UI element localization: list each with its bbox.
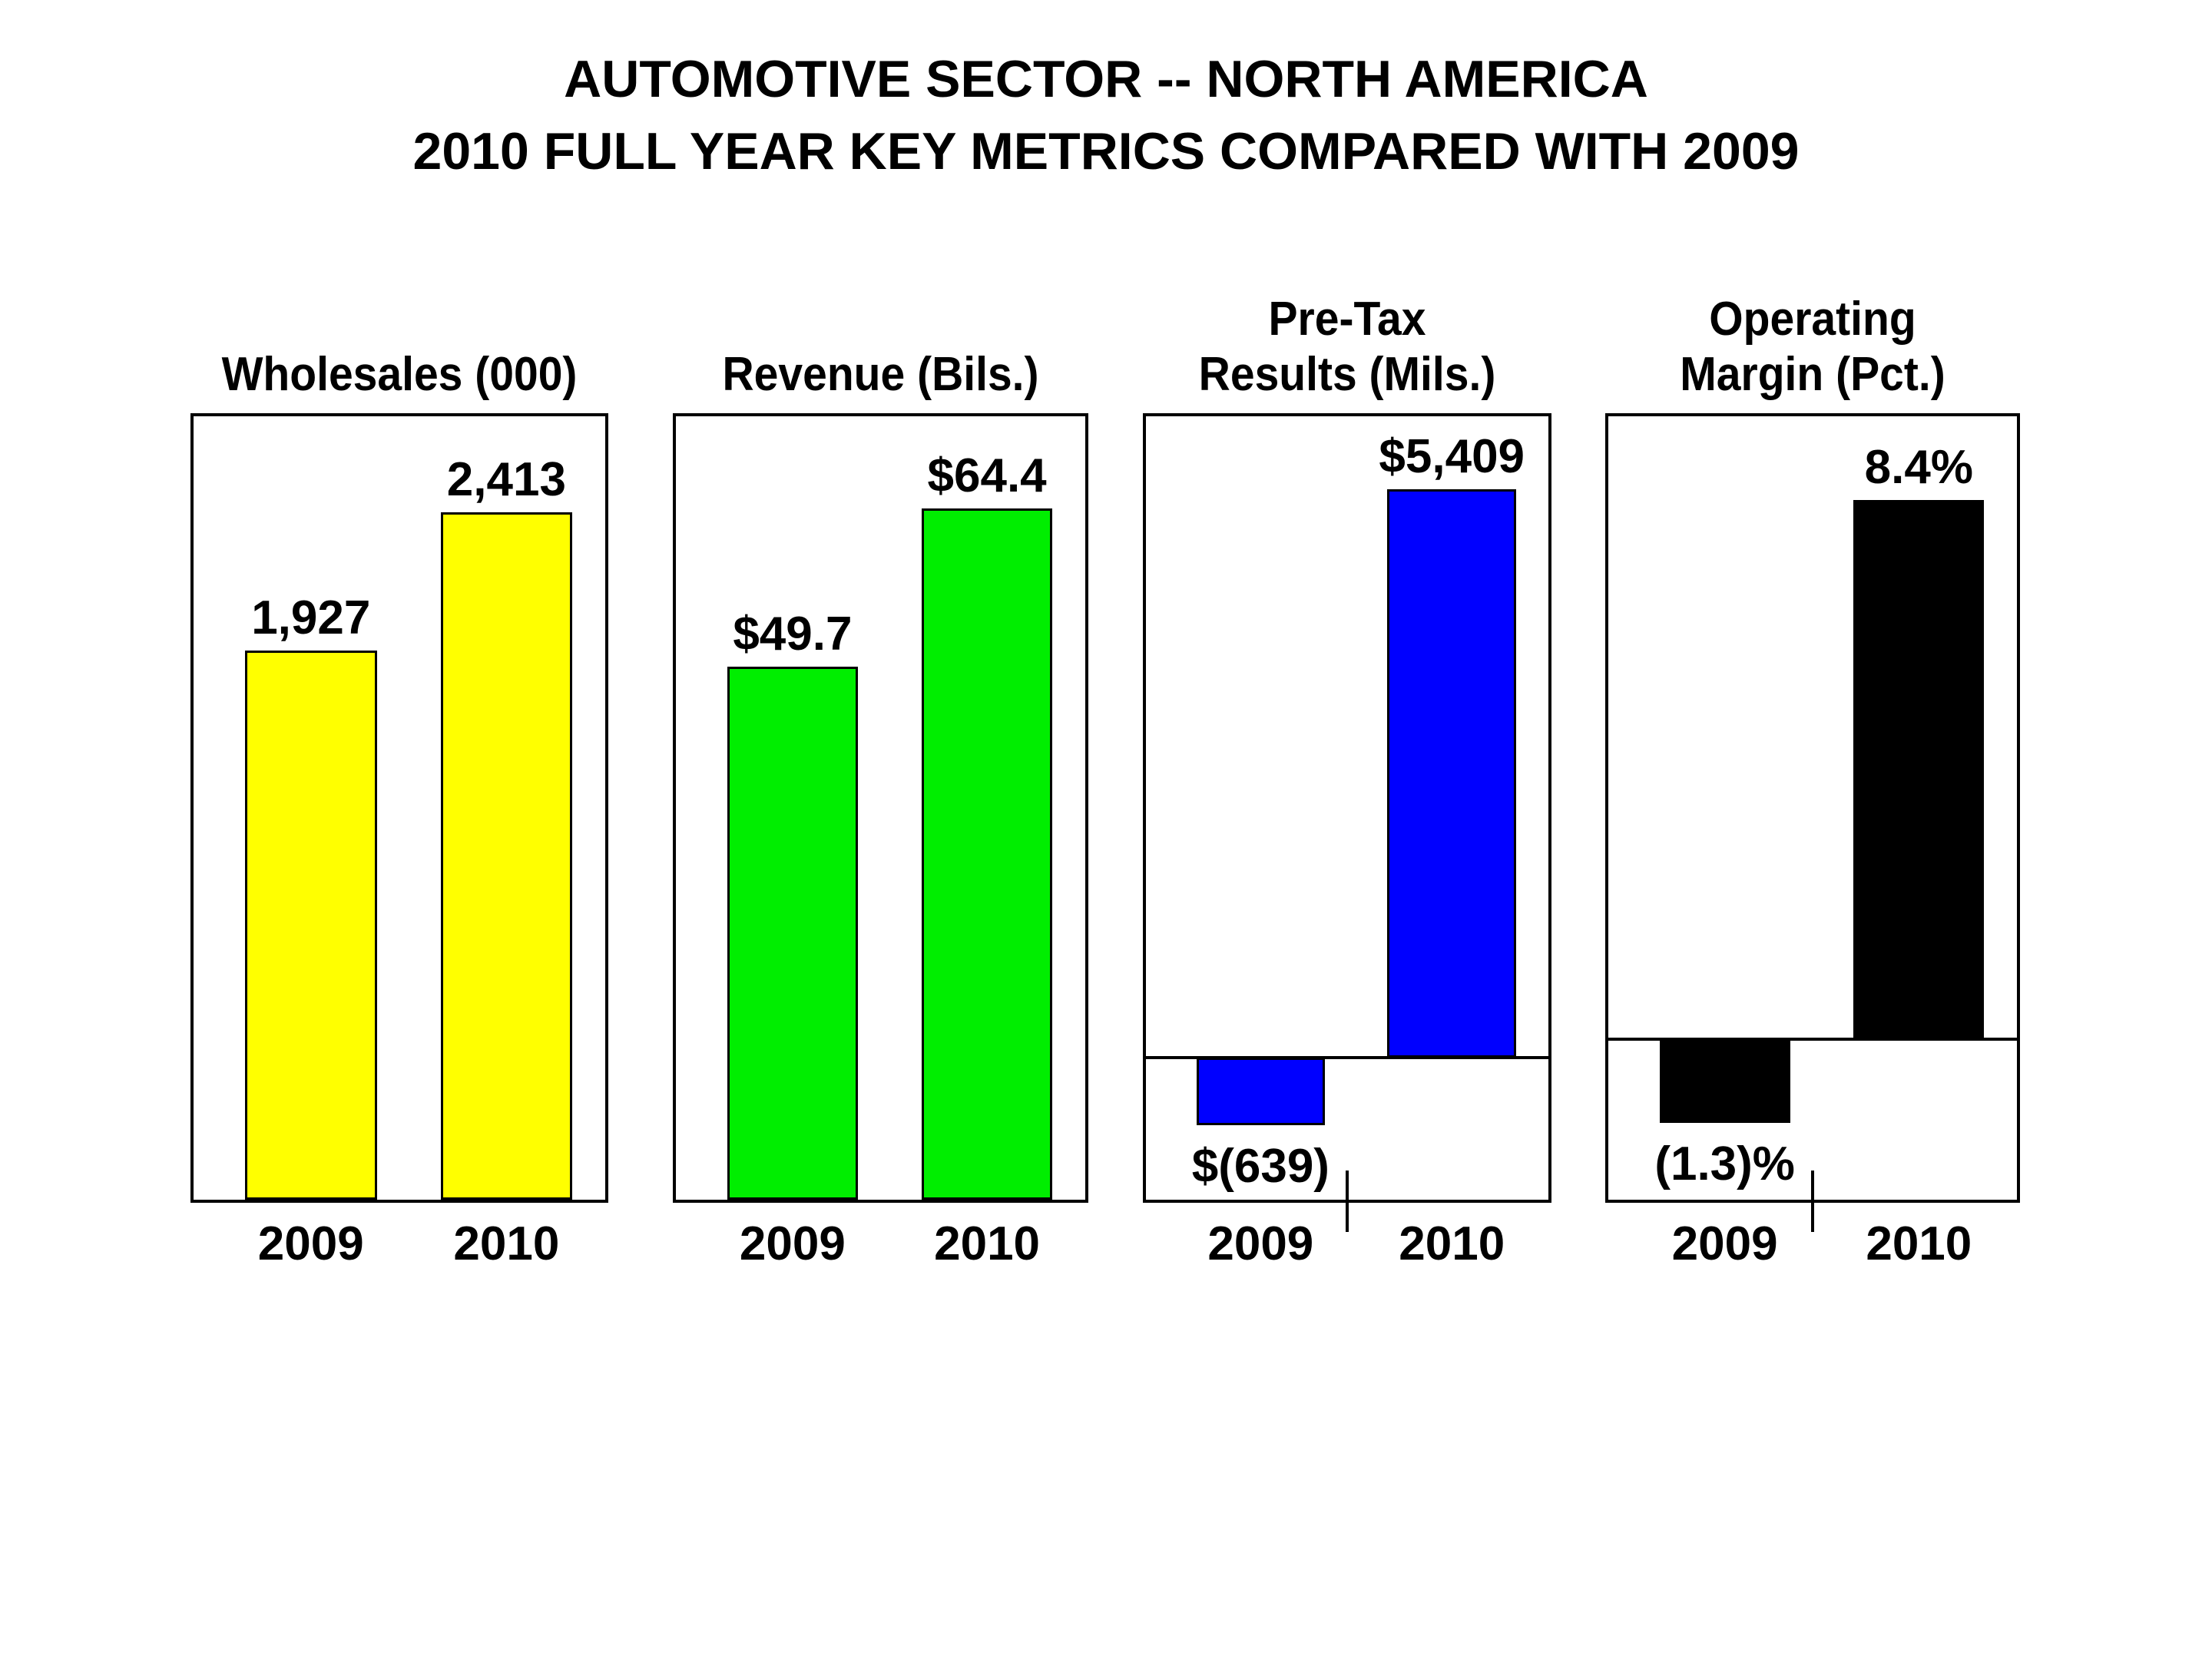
bar-2010 xyxy=(921,508,1053,1200)
panel-pre-tax-results-mils: $(639) $5,409 xyxy=(1143,413,1551,1232)
panel-title-line: Wholesales (000) xyxy=(221,348,578,401)
panel-title-line: Results (Mils.) xyxy=(1198,348,1496,401)
bar-value-label: $(639) xyxy=(1191,1139,1330,1193)
bar-value-label: $49.7 xyxy=(733,607,853,661)
axis-label-2009: 2009 xyxy=(257,1217,364,1270)
axis-label-2010: 2010 xyxy=(453,1217,560,1270)
panel-title-revenue-bils: Revenue (Bils.) xyxy=(611,347,1150,402)
zero-axis-line xyxy=(1143,1056,1551,1060)
axis-tick xyxy=(1346,1171,1349,1232)
axis-label-2010: 2010 xyxy=(934,1217,1041,1270)
axis-label-2010: 2010 xyxy=(1866,1217,1972,1270)
bar-2009 xyxy=(245,651,377,1200)
bar-value-label: $5,409 xyxy=(1379,429,1525,483)
panel-revenue-bils: $49.7 $64.4 xyxy=(673,413,1088,1203)
bar-2009 xyxy=(1196,1058,1326,1125)
panel-title-line: Pre-Tax xyxy=(1268,293,1426,346)
panel-title-operating-margin-pct: Operating Margin (Pct.) xyxy=(1544,292,2081,402)
panel-title-line: Operating xyxy=(1709,293,1916,346)
bar-value-label: 8.4% xyxy=(1864,440,1973,494)
panel-title-line: Margin (Pct.) xyxy=(1680,348,1945,401)
panel-operating-margin-pct: (1.3)% 8.4% xyxy=(1605,413,2020,1232)
zero-axis-line xyxy=(1605,1037,2020,1041)
axis-label-2009: 2009 xyxy=(739,1217,846,1270)
panel-wholesales-000: 1,927 2,413 xyxy=(190,413,608,1203)
bar-value-label: $64.4 xyxy=(927,449,1047,503)
bar-2009 xyxy=(727,666,859,1200)
bar-2009 xyxy=(1659,1038,1790,1123)
bar-2010 xyxy=(1853,499,1985,1039)
slide-title-line1: AUTOMOTIVE SECTOR -- NORTH AMERICA xyxy=(564,50,1648,108)
slide-title-line2: 2010 FULL YEAR KEY METRICS COMPARED WITH… xyxy=(412,122,1800,180)
bar-value-label: (1.3)% xyxy=(1654,1137,1795,1190)
bar-value-label: 2,413 xyxy=(446,453,566,506)
panel-title-wholesales-000: Wholesales (000) xyxy=(129,347,670,402)
panel-title-line: Revenue (Bils.) xyxy=(722,348,1039,401)
panel-title-pre-tax-results-mils: Pre-Tax Results (Mils.) xyxy=(1081,292,1613,402)
bar-2010 xyxy=(440,512,573,1200)
bar-value-label: 1,927 xyxy=(251,591,371,645)
axis-label-2010: 2010 xyxy=(1399,1217,1505,1270)
axis-label-2009: 2009 xyxy=(1671,1217,1778,1270)
bar-2010 xyxy=(1387,488,1517,1058)
axis-tick xyxy=(1811,1171,1814,1232)
axis-label-2009: 2009 xyxy=(1207,1217,1314,1270)
